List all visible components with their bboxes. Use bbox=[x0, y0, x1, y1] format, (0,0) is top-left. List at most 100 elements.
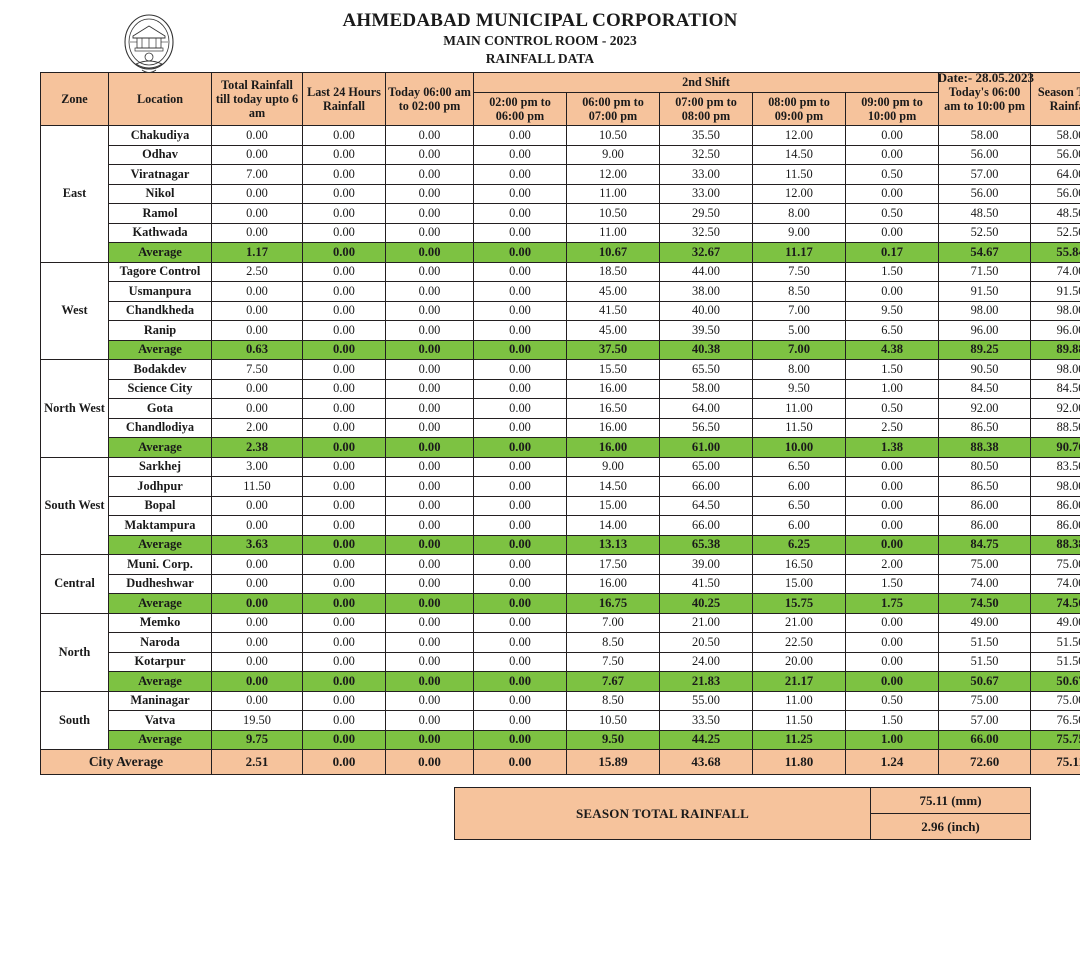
rainfall-value-cell: 56.00 bbox=[1030, 144, 1080, 166]
season-total-mm-row: SEASON TOTAL RAINFALL 75.11 (mm) bbox=[454, 787, 1031, 841]
rainfall-value-cell: 0.00 bbox=[473, 261, 567, 283]
table-row: Science City 0.00 0.00 0.00 0.00 16.00 58.00 9.… bbox=[41, 378, 1080, 400]
rainfall-value-cell: 9.50 bbox=[752, 378, 846, 400]
rainfall-value-cell: 17.50 bbox=[566, 554, 660, 575]
rainfall-value-cell: 0.00 bbox=[385, 398, 474, 419]
rainfall-value-cell: 0.00 bbox=[473, 203, 567, 224]
location-name-cell: Chandkheda bbox=[108, 300, 212, 322]
rainfall-value-cell: 0.00 bbox=[385, 456, 474, 478]
table-row: Maktampura 0.00 0.00 0.00 0.00 14.00 66.00 6.00… bbox=[41, 515, 1080, 536]
rainfall-value-cell: 84.50 bbox=[1030, 378, 1080, 400]
rainfall-value-cell: 21.00 bbox=[752, 612, 846, 634]
rainfall-value-cell: 22.50 bbox=[752, 632, 846, 653]
rainfall-value-cell: 86.00 bbox=[1030, 515, 1080, 536]
rainfall-value-cell: 51.50 bbox=[1030, 632, 1080, 653]
zone-name-cell: West bbox=[40, 261, 109, 361]
zone-average-value-cell: 0.00 bbox=[385, 339, 474, 361]
zone-average-row: Average 1.17 0.00 0.00 0.00 10.67 32.67 11.17 0.… bbox=[41, 242, 1080, 263]
rainfall-value-cell: 7.00 bbox=[211, 164, 303, 185]
table-head: Zone Location Total Rainfall till today … bbox=[40, 71, 1080, 127]
zone-name-cell: East bbox=[40, 125, 109, 263]
location-name-cell: Science City bbox=[108, 378, 212, 400]
rainfall-value-cell: 24.00 bbox=[659, 651, 753, 673]
season-total-mm-value: 75.11 (mm) bbox=[870, 787, 1031, 815]
rainfall-value-cell: 0.00 bbox=[302, 203, 386, 224]
report-date: Date:- 28.05.2023 bbox=[937, 70, 1034, 86]
zone-average-value-cell: 10.67 bbox=[566, 242, 660, 263]
rainfall-value-cell: 0.00 bbox=[211, 398, 303, 419]
rainfall-value-cell: 0.50 bbox=[844, 398, 940, 419]
rainfall-value-cell: 0.00 bbox=[385, 222, 474, 244]
rainfall-value-cell: 16.50 bbox=[752, 554, 846, 575]
rainfall-value-cell: 0.00 bbox=[302, 222, 386, 244]
rainfall-value-cell: 0.00 bbox=[473, 515, 567, 536]
rainfall-value-cell: 0.00 bbox=[385, 476, 474, 497]
rainfall-value-cell: 1.00 bbox=[844, 378, 940, 400]
location-name-cell: Muni. Corp. bbox=[108, 554, 212, 575]
rainfall-value-cell: 8.50 bbox=[566, 632, 660, 653]
season-total-inch-value: 2.96 (inch) bbox=[870, 813, 1031, 841]
zone-average-value-cell: 6.25 bbox=[752, 534, 846, 556]
rainfall-value-cell: 52.50 bbox=[1030, 222, 1080, 244]
table-row: Chandlodiya 2.00 0.00 0.00 0.00 16.00 56.50 11.… bbox=[41, 417, 1080, 439]
rainfall-value-cell: 41.50 bbox=[566, 300, 660, 322]
location-name-cell: Maninagar bbox=[108, 690, 212, 712]
rainfall-value-cell: 0.00 bbox=[473, 183, 567, 205]
rainfall-value-cell: 1.50 bbox=[844, 573, 940, 595]
city-average-label: City Average bbox=[40, 749, 212, 776]
col-header-location: Location bbox=[108, 71, 212, 127]
rainfall-value-cell: 48.50 bbox=[938, 203, 1032, 224]
rainfall-value-cell: 3.00 bbox=[211, 456, 303, 478]
zone-name-cell: North bbox=[40, 612, 109, 692]
city-average-value-cell: 0.00 bbox=[302, 749, 386, 776]
rainfall-value-cell: 0.00 bbox=[302, 144, 386, 166]
rainfall-value-cell: 64.00 bbox=[659, 398, 753, 419]
rainfall-value-cell: 0.00 bbox=[385, 690, 474, 712]
rainfall-value-cell: 0.00 bbox=[385, 164, 474, 185]
season-total-table: SEASON TOTAL RAINFALL 75.11 (mm) 2.96 (i… bbox=[454, 787, 1031, 841]
location-name-cell: Chakudiya bbox=[108, 125, 212, 146]
city-average-row: City Average 2.51 0.00 0.00 0.00 15.89 43.68 11… bbox=[40, 749, 1080, 776]
col-header-slot-1900-2000: 07:00 pm to 08:00 pm bbox=[659, 91, 753, 127]
city-average-value-cell: 1.24 bbox=[844, 749, 940, 776]
location-name-cell: Ramol bbox=[108, 203, 212, 224]
rainfall-value-cell: 0.00 bbox=[844, 456, 940, 478]
rainfall-value-cell: 7.50 bbox=[211, 359, 303, 380]
rainfall-value-cell: 0.00 bbox=[473, 300, 567, 322]
rainfall-value-cell: 12.00 bbox=[752, 125, 846, 146]
rainfall-value-cell: 0.50 bbox=[844, 164, 940, 185]
rainfall-value-cell: 0.00 bbox=[211, 144, 303, 166]
zone-average-row: Average 0.63 0.00 0.00 0.00 37.50 40.38 7.00 4.3… bbox=[41, 339, 1080, 361]
subtitle-rainfall-data: RAINFALL DATA bbox=[485, 51, 595, 67]
zone-average-value-cell: 65.38 bbox=[659, 534, 753, 556]
rainfall-value-cell: 0.50 bbox=[844, 690, 940, 712]
rainfall-value-cell: 98.00 bbox=[938, 300, 1032, 322]
rainfall-value-cell: 15.00 bbox=[752, 573, 846, 595]
rainfall-value-cell: 7.00 bbox=[752, 300, 846, 322]
zone-average-value-cell: 0.00 bbox=[302, 339, 386, 361]
zone-average-value-cell: 88.38 bbox=[938, 437, 1032, 458]
rainfall-value-cell: 29.50 bbox=[659, 203, 753, 224]
zone-average-value-cell: 9.50 bbox=[566, 729, 660, 751]
zone-average-row: Average 9.75 0.00 0.00 0.00 9.50 44.25 11.25 1.0… bbox=[41, 729, 1080, 751]
rainfall-value-cell: 20.50 bbox=[659, 632, 753, 653]
rainfall-value-cell: 0.00 bbox=[302, 495, 386, 517]
table-row: Jodhpur 11.50 0.00 0.00 0.00 14.50 66.00 6.00 0.… bbox=[41, 476, 1080, 497]
table-row: Nikol 0.00 0.00 0.00 0.00 11.00 33.00 12.00 0.00… bbox=[41, 183, 1080, 205]
header-row-shift-slots: 02:00 pm to 06:00 pm 06:00 pm to 07:00 p… bbox=[41, 91, 1080, 127]
rainfall-value-cell: 33.00 bbox=[659, 164, 753, 185]
rainfall-value-cell: 83.50 bbox=[1030, 456, 1080, 478]
rainfall-value-cell: 32.50 bbox=[659, 144, 753, 166]
rainfall-value-cell: 18.50 bbox=[566, 261, 660, 283]
zone-average-value-cell: 0.00 bbox=[302, 729, 386, 751]
rainfall-value-cell: 0.00 bbox=[302, 417, 386, 439]
rainfall-value-cell: 0.00 bbox=[473, 378, 567, 400]
rainfall-value-cell: 0.00 bbox=[473, 281, 567, 302]
rainfall-value-cell: 0.00 bbox=[473, 710, 567, 731]
rainfall-value-cell: 0.00 bbox=[302, 300, 386, 322]
table-row: Bopal 0.00 0.00 0.00 0.00 15.00 64.50 6.50 0.00 8… bbox=[41, 495, 1080, 517]
rainfall-value-cell: 7.00 bbox=[566, 612, 660, 634]
zone-average-value-cell: 10.00 bbox=[752, 437, 846, 458]
rainfall-value-cell: 98.00 bbox=[1030, 359, 1080, 380]
rainfall-value-cell: 58.00 bbox=[938, 125, 1032, 146]
